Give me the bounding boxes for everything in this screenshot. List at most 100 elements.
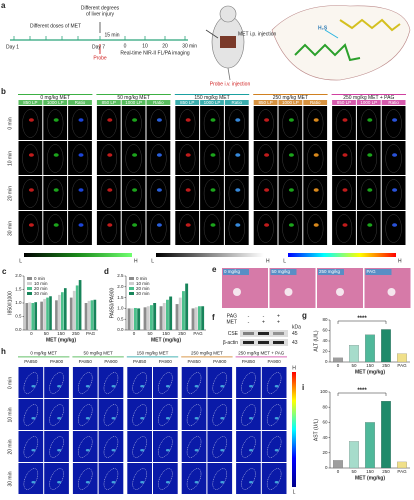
pa-signal [140, 417, 145, 420]
image-cell [253, 176, 278, 210]
mouse-outline [71, 144, 89, 173]
x-tick-label: 50 [351, 469, 357, 474]
signal [235, 153, 241, 157]
image-cell [356, 176, 381, 210]
pa-signal [140, 481, 145, 484]
bar [75, 285, 79, 330]
bar [78, 280, 82, 330]
colorbar-low: L [293, 489, 296, 495]
image-cell [96, 106, 121, 140]
pa-image [127, 367, 152, 398]
bar [34, 302, 38, 330]
pa-signal [57, 385, 62, 388]
image-cell [68, 106, 92, 140]
injury-label: of liver injury [86, 11, 115, 17]
signal [367, 188, 373, 192]
group-header-bar [126, 356, 179, 358]
image-cell [303, 176, 328, 210]
mouse-outline [100, 109, 117, 138]
time-unit: min [189, 43, 197, 49]
signal [107, 118, 113, 122]
column-header: Ratio [310, 100, 321, 105]
image-cell [121, 211, 146, 245]
mouse-outline [307, 144, 324, 173]
time-label: 20 [162, 43, 168, 49]
row-label: 30 min [7, 471, 13, 486]
bar [201, 306, 205, 330]
pa-image [207, 399, 233, 430]
row-label: 0 min [7, 117, 13, 129]
x-tick-label: 0 [133, 331, 136, 336]
significance: **** [357, 388, 367, 394]
column-header: PA850 [24, 359, 38, 364]
signal [185, 223, 191, 227]
mouse-outline [335, 144, 353, 173]
bar [55, 300, 58, 330]
mouse-outline [282, 144, 299, 173]
pa-image [72, 367, 98, 398]
signal [107, 223, 113, 227]
image-cell [224, 106, 249, 140]
signal [185, 153, 191, 157]
row-label: 0 min [7, 377, 13, 389]
signal [132, 153, 138, 157]
row-label: 30 min [7, 221, 13, 236]
bar [333, 357, 343, 363]
y-tick-label: 0 [325, 359, 328, 364]
mouse-outline [257, 179, 274, 208]
column-header: 850 LP [23, 100, 37, 105]
lane-sign: + [262, 319, 265, 325]
bar [87, 300, 91, 330]
group-header-bar [174, 94, 250, 95]
mouse-outline [125, 179, 142, 208]
x-tick-label: 0 [337, 363, 340, 368]
mouse-outline [179, 109, 196, 138]
mouse-outline [203, 144, 221, 173]
pa-signal [31, 481, 36, 484]
signal [210, 188, 216, 192]
signal [28, 223, 34, 227]
legend-label: 10 min [136, 281, 150, 286]
x-tick-label: 150 [57, 331, 65, 336]
liver-drawing [271, 5, 411, 81]
colorbar-low: L [19, 258, 22, 264]
pa-image [181, 431, 207, 462]
column-header-bg [303, 100, 328, 105]
image-cell [381, 176, 406, 210]
pa-signal [85, 449, 90, 452]
bar [93, 299, 97, 330]
mouse-outline [22, 144, 39, 173]
signal [210, 223, 216, 227]
bar [198, 306, 201, 330]
column-header: PA850 [187, 359, 201, 364]
column-header-bg [200, 100, 224, 105]
panel-letter: g [302, 311, 307, 320]
vessel [233, 288, 241, 296]
day-label: Day 1 [6, 44, 19, 50]
pa-image [261, 399, 287, 430]
signal [185, 188, 191, 192]
pa-image [181, 399, 207, 430]
bar [349, 441, 359, 469]
image-cell [303, 141, 328, 175]
signal [53, 153, 59, 157]
pa-image [261, 431, 287, 462]
legend-swatch [27, 287, 32, 290]
group-header: 150 mg/kg MET [194, 95, 229, 101]
image-cell [303, 106, 328, 140]
bar [49, 296, 52, 330]
panel-letter: h [1, 347, 6, 356]
panel-letter: d [104, 267, 109, 276]
column-header: Ratio [388, 100, 399, 105]
group-header-bar [181, 356, 233, 358]
legend-swatch [129, 277, 134, 280]
pa-image [44, 367, 69, 398]
legend-swatch [27, 282, 32, 285]
image-cell [332, 106, 356, 140]
x-tick-label: 150 [162, 331, 170, 336]
mouse-outline [307, 109, 324, 138]
signal [313, 188, 319, 192]
mouse-outline [100, 214, 117, 243]
image-cell [43, 211, 68, 245]
image-label: 50 mg/kg [272, 269, 291, 274]
